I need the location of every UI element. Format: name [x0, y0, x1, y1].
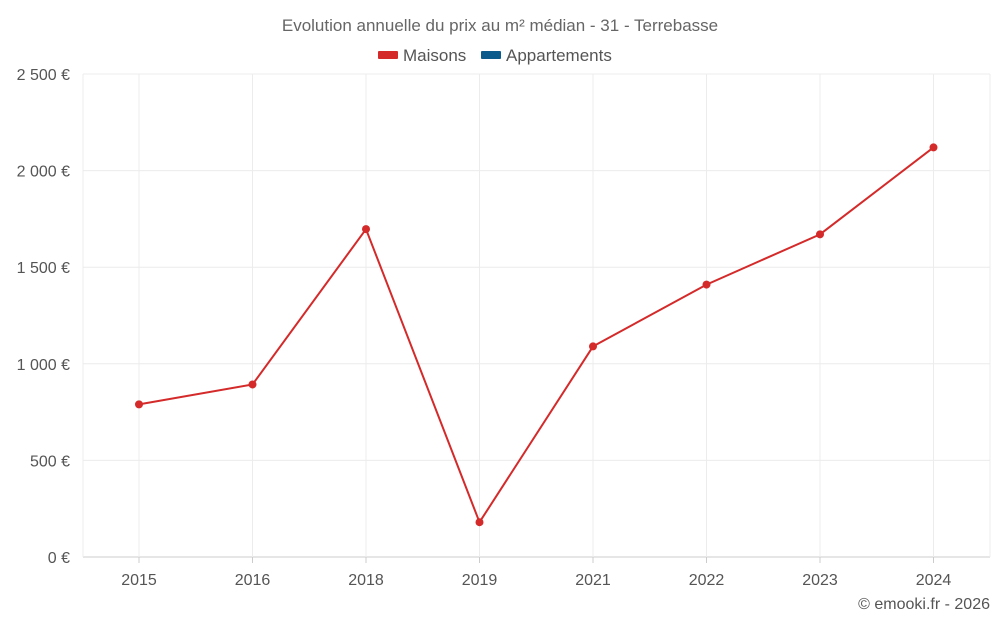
data-point-maisons[interactable] — [702, 280, 711, 289]
y-tick-label: 2 500 € — [17, 67, 70, 84]
grid — [82, 73, 991, 558]
x-tick-label: 2023 — [802, 572, 838, 589]
data-point-maisons[interactable] — [248, 380, 257, 389]
x-tick-label: 2024 — [916, 572, 952, 589]
y-tick-label: 0 € — [48, 550, 70, 567]
chart-title: Evolution annuelle du prix au m² médian … — [282, 16, 718, 35]
legend: Maisons Appartements — [378, 46, 612, 65]
legend-swatch-appartements — [481, 51, 501, 59]
legend-swatch-maisons — [378, 51, 398, 59]
data-point-maisons[interactable] — [816, 230, 824, 239]
legend-label-maisons: Maisons — [403, 46, 466, 65]
series — [135, 143, 938, 527]
x-tick-label: 2016 — [235, 572, 271, 589]
y-tick-label: 2 000 € — [17, 164, 70, 181]
data-point-maisons[interactable] — [929, 143, 938, 152]
data-point-maisons[interactable] — [589, 342, 597, 351]
legend-item-appartements[interactable]: Appartements — [481, 46, 612, 65]
x-tick-label: 2015 — [121, 572, 157, 589]
data-point-maisons[interactable] — [475, 518, 484, 527]
y-tick-label: 1 500 € — [17, 260, 70, 277]
series-line-maisons — [138, 146, 935, 525]
data-point-maisons[interactable] — [362, 225, 370, 234]
y-tick-label: 1 000 € — [17, 357, 70, 374]
data-point-maisons[interactable] — [135, 400, 143, 409]
x-axis-ticks: 2015 2016 2018 2019 2021 2022 2023 2024 — [121, 557, 951, 589]
legend-label-appartements: Appartements — [506, 46, 612, 65]
x-tick-label: 2022 — [689, 572, 725, 589]
legend-item-maisons[interactable]: Maisons — [378, 46, 466, 65]
x-tick-label: 2018 — [348, 572, 384, 589]
credit: © emooki.fr - 2026 — [858, 596, 990, 613]
y-tick-label: 500 € — [30, 453, 70, 470]
x-tick-label: 2019 — [462, 572, 498, 589]
x-tick-label: 2021 — [575, 572, 611, 589]
y-axis-ticks: 0 € 500 € 1 000 € 1 500 € 2 000 € 2 500 € — [17, 67, 70, 567]
